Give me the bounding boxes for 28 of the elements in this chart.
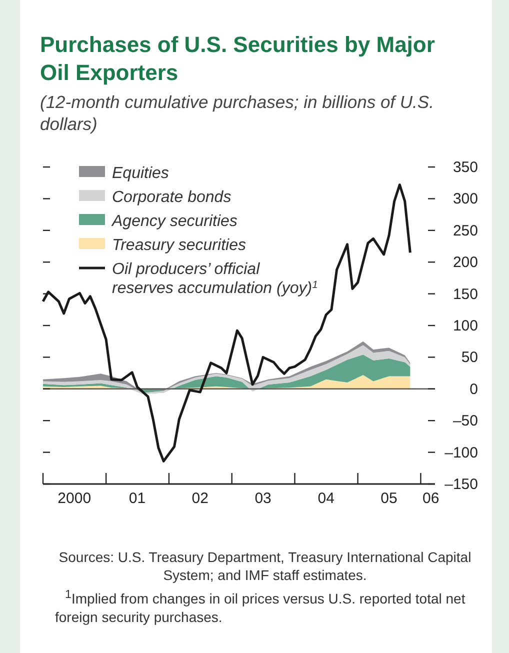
y-tick-label: 250: [452, 222, 478, 240]
x-tick-label: 04: [318, 490, 334, 507]
legend-label: Oil producers’ official reserves accumulation (yoy)$^{1}$: [112, 261, 318, 297]
y-tick-label: 100: [452, 318, 478, 334]
y-tick-label: –150: [444, 476, 478, 493]
text: $^{1}$Implied from changes in oil prices versus U.S. reported total net foreign security purchases.: [55, 587, 466, 626]
legend-label: Equities: [112, 165, 169, 182]
y-tick-label: 150: [452, 286, 478, 303]
x-tick-label: 03: [254, 490, 272, 507]
y-tick-label: 300: [452, 190, 478, 208]
x-tick-label: 06: [422, 490, 440, 507]
legend-label: Corporate bonds: [112, 189, 232, 206]
y-tick-label: 0: [470, 380, 478, 398]
x-tick-label: 05: [380, 490, 398, 507]
y-tick-label: –100: [444, 444, 478, 462]
x-tick-label: 2000: [58, 490, 92, 507]
x-tick-label: 02: [192, 490, 208, 507]
chart-title: Purchases of U.S. Securities by Major Oil Exporters: [40, 32, 436, 85]
y-tick-label: 200: [452, 254, 478, 272]
y-tick-label: –50: [452, 412, 478, 430]
legend-label: Treasury securities: [112, 237, 246, 254]
line-series: [42, 184, 412, 462]
chart-subtitle: (12-month cumulative purchases; in billions of U.S. dollars): [40, 92, 434, 134]
x-tick-label: 01: [128, 490, 146, 507]
y-tick-label: 350: [452, 159, 478, 176]
source-note: Sources: U.S. Treasury Department, Treasury International Capital System; and IMF staff estimates.: [58, 548, 472, 584]
y-tick-label: 50: [461, 349, 478, 366]
legend-label: Agency securities: [111, 213, 238, 230]
